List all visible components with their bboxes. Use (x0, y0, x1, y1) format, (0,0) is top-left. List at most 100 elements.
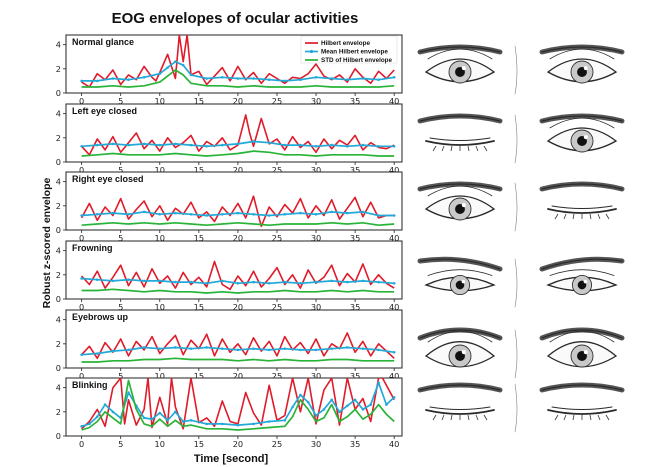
x-tick-label: 25 (272, 165, 282, 175)
x-tick-label: 5 (118, 96, 123, 106)
mean-envelope-point (95, 352, 99, 355)
x-tick-label: 40 (389, 165, 399, 175)
mean-envelope-point (166, 418, 169, 422)
mean-envelope-point (174, 410, 177, 414)
y-tick-label: 2 (56, 270, 61, 280)
mean-envelope-point (252, 77, 255, 80)
mean-envelope-point (330, 347, 333, 350)
x-tick-label: 35 (350, 96, 360, 106)
panel-title: Eyebrows up (72, 312, 129, 322)
x-tick-label: 35 (350, 371, 360, 381)
mean-envelope-point (392, 350, 396, 354)
x-tick-label: 30 (311, 371, 321, 381)
mean-envelope-point (252, 140, 255, 143)
x-tick-label: 30 (311, 165, 321, 175)
mean-envelope-point (353, 398, 357, 402)
mean-envelope-point (111, 211, 115, 215)
mean-envelope-point (236, 77, 240, 80)
mean-envelope-point (220, 347, 224, 350)
mean-envelope-point (377, 144, 380, 148)
eyes-open-icon (417, 44, 625, 95)
mean-envelope-point (158, 279, 162, 283)
mean-envelope-point (299, 78, 302, 82)
mean-envelope-point (299, 211, 302, 215)
mean-envelope-point (127, 278, 130, 281)
mean-envelope-point (205, 144, 208, 148)
x-tick-label: 10 (155, 233, 165, 243)
x-tick-label: 25 (272, 96, 282, 106)
mean-envelope-point (236, 423, 240, 427)
mean-envelope-point (111, 77, 115, 80)
mean-envelope-point (88, 422, 91, 426)
mean-envelope-point (220, 422, 224, 426)
legend-marker (309, 49, 314, 54)
mean-envelope-point (299, 281, 302, 285)
mean-envelope-point (220, 212, 224, 216)
x-tick-label: 0 (79, 165, 84, 175)
x-tick-label: 25 (272, 439, 282, 449)
mean-envelope-point (103, 403, 107, 406)
x-tick-label: 5 (118, 439, 123, 449)
mean-envelope-point (392, 144, 396, 148)
mean-envelope-point (314, 212, 318, 216)
x-tick-label: 15 (194, 439, 204, 449)
mean-envelope-point (392, 75, 396, 79)
mean-envelope-point (205, 346, 208, 349)
x-tick-label: 25 (272, 371, 282, 381)
mean-envelope-point (314, 348, 318, 352)
mean-envelope-point (174, 142, 177, 146)
mean-envelope-point (205, 214, 208, 217)
y-tick-label: 0 (56, 225, 61, 235)
mean-envelope-point (252, 347, 255, 350)
mean-envelope-point (189, 73, 193, 77)
x-tick-label: 10 (155, 439, 165, 449)
mean-envelope-point (346, 211, 349, 215)
mean-envelope-point (181, 420, 185, 423)
x-tick-label: 15 (194, 233, 204, 243)
x-tick-label: 35 (350, 233, 360, 243)
y-tick-label: 0 (56, 363, 61, 373)
panel-title: Left eye closed (72, 106, 137, 116)
eye-illustrations (417, 44, 625, 433)
y-tick-label: 4 (56, 246, 61, 256)
mean-envelope-point (299, 393, 302, 397)
x-tick-label: 40 (389, 233, 399, 243)
mean-envelope-point (95, 212, 99, 216)
panel-title: Normal glance (72, 37, 134, 47)
mean-envelope-point (95, 415, 99, 418)
mean-envelope-point (306, 400, 310, 404)
mean-envelope-point (291, 405, 294, 409)
y-tick-label: 4 (56, 109, 61, 119)
mean-envelope-point (127, 391, 130, 394)
mean-envelope-point (127, 143, 130, 147)
mean-envelope-point (330, 210, 333, 214)
mean-envelope-point (189, 212, 193, 216)
frowning-eyes-icon (417, 256, 625, 308)
x-tick-label: 10 (155, 165, 165, 175)
x-tick-label: 30 (311, 233, 321, 243)
mean-envelope-point (314, 414, 318, 417)
x-tick-label: 25 (272, 302, 282, 312)
mean-envelope-point (127, 348, 130, 352)
x-tick-label: 15 (194, 302, 204, 312)
panel-title: Blinking (72, 380, 108, 390)
mean-envelope-point (392, 281, 396, 285)
mean-envelope-point (252, 422, 255, 426)
mean-envelope-point (142, 346, 146, 349)
x-tick-label: 5 (118, 302, 123, 312)
mean-envelope-point (111, 279, 115, 283)
x-tick-label: 15 (194, 371, 204, 381)
hilbert-envelope-line (81, 114, 395, 156)
mean-envelope-point (267, 141, 271, 144)
hilbert-envelope-line (81, 332, 395, 360)
x-tick-label: 25 (272, 233, 282, 243)
eyebrows-up-eyes-icon (417, 327, 625, 379)
right-eye-closed-icon (417, 181, 625, 232)
y-tick-label: 4 (56, 40, 61, 50)
x-tick-label: 0 (79, 233, 84, 243)
mean-envelope-point (142, 142, 146, 146)
mean-envelope-point (80, 277, 83, 280)
